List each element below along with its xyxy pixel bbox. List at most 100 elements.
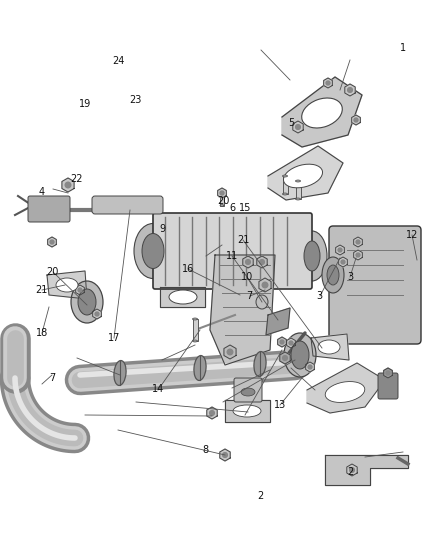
Text: 6: 6	[229, 203, 235, 213]
Polygon shape	[93, 309, 101, 319]
Circle shape	[50, 240, 54, 244]
Circle shape	[227, 349, 233, 355]
FancyBboxPatch shape	[92, 196, 163, 214]
Polygon shape	[47, 271, 87, 299]
Circle shape	[326, 81, 330, 85]
Text: 22: 22	[71, 174, 83, 183]
Polygon shape	[76, 285, 85, 295]
Text: 24: 24	[112, 56, 124, 66]
Ellipse shape	[304, 241, 320, 271]
Text: 10: 10	[241, 272, 254, 282]
Ellipse shape	[322, 257, 344, 293]
Ellipse shape	[134, 223, 172, 279]
FancyBboxPatch shape	[28, 196, 70, 222]
Ellipse shape	[254, 352, 266, 376]
FancyBboxPatch shape	[153, 213, 312, 289]
Polygon shape	[345, 84, 355, 96]
Text: 17: 17	[108, 334, 120, 343]
Circle shape	[280, 340, 284, 344]
Polygon shape	[243, 256, 253, 268]
Circle shape	[283, 356, 287, 360]
Circle shape	[262, 282, 268, 288]
Polygon shape	[293, 121, 303, 133]
FancyBboxPatch shape	[234, 378, 262, 402]
Polygon shape	[353, 237, 362, 247]
Ellipse shape	[71, 281, 103, 323]
Ellipse shape	[194, 356, 206, 381]
Ellipse shape	[327, 265, 339, 285]
Polygon shape	[266, 308, 290, 335]
Ellipse shape	[142, 233, 164, 269]
Ellipse shape	[283, 193, 287, 195]
Ellipse shape	[169, 290, 197, 304]
Text: 3: 3	[317, 291, 323, 301]
Polygon shape	[160, 287, 205, 307]
Ellipse shape	[302, 98, 343, 128]
Ellipse shape	[283, 175, 287, 177]
Text: 7: 7	[247, 291, 253, 301]
Ellipse shape	[297, 231, 327, 281]
Polygon shape	[307, 363, 385, 413]
Text: 2: 2	[347, 467, 353, 477]
Ellipse shape	[114, 360, 126, 385]
Ellipse shape	[220, 190, 224, 191]
Polygon shape	[257, 256, 267, 268]
Ellipse shape	[296, 198, 300, 200]
Ellipse shape	[291, 341, 309, 369]
Text: 2: 2	[258, 491, 264, 500]
Ellipse shape	[284, 333, 316, 377]
Circle shape	[356, 240, 360, 244]
Ellipse shape	[296, 180, 300, 182]
Text: 11: 11	[226, 251, 238, 261]
Circle shape	[210, 410, 214, 415]
Polygon shape	[268, 146, 343, 200]
Ellipse shape	[233, 405, 261, 417]
Circle shape	[220, 191, 224, 195]
Text: 12: 12	[406, 230, 418, 239]
FancyBboxPatch shape	[329, 226, 421, 344]
Circle shape	[350, 467, 354, 472]
Polygon shape	[207, 407, 217, 419]
Ellipse shape	[318, 340, 340, 354]
Polygon shape	[325, 455, 408, 485]
Polygon shape	[225, 400, 270, 422]
Text: 5: 5	[288, 118, 294, 127]
Text: 4: 4	[39, 187, 45, 197]
Text: 3: 3	[347, 272, 353, 282]
Bar	[192, 319, 198, 341]
Text: 15: 15	[239, 203, 251, 213]
Circle shape	[95, 312, 99, 316]
Text: 16: 16	[182, 264, 194, 274]
Text: 19: 19	[79, 99, 92, 109]
Text: 20: 20	[46, 267, 59, 277]
Polygon shape	[48, 237, 57, 247]
Polygon shape	[339, 257, 347, 267]
Ellipse shape	[283, 164, 322, 188]
Polygon shape	[62, 178, 74, 192]
Circle shape	[341, 260, 345, 264]
Bar	[220, 190, 224, 206]
Ellipse shape	[56, 278, 78, 292]
Bar	[283, 176, 287, 194]
Text: 21: 21	[35, 286, 48, 295]
Ellipse shape	[325, 382, 365, 402]
Circle shape	[348, 87, 353, 92]
Polygon shape	[347, 464, 357, 476]
Polygon shape	[220, 449, 230, 461]
Circle shape	[356, 253, 360, 257]
Text: 1: 1	[400, 43, 406, 53]
Polygon shape	[218, 188, 226, 198]
Text: 18: 18	[35, 328, 48, 338]
Polygon shape	[280, 352, 290, 364]
Text: 8: 8	[203, 446, 209, 455]
Polygon shape	[384, 368, 392, 378]
Ellipse shape	[256, 295, 268, 309]
Text: 13: 13	[274, 400, 286, 410]
Circle shape	[296, 125, 300, 130]
Circle shape	[289, 341, 293, 345]
Polygon shape	[336, 245, 344, 255]
Polygon shape	[306, 362, 314, 372]
Text: 21: 21	[237, 235, 249, 245]
Text: 23: 23	[130, 95, 142, 105]
Circle shape	[386, 371, 390, 375]
